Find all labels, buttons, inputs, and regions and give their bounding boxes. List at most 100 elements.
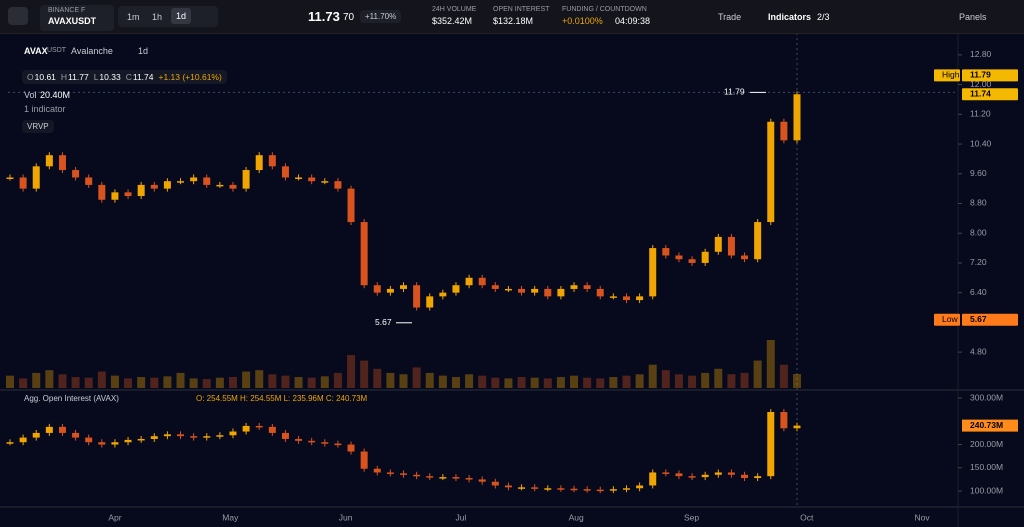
oi-legend: O: 254.55M H: 254.55M L: 235.96M C: 240.… (196, 394, 368, 403)
stat-label: FUNDING / COUNTDOWN (562, 6, 647, 13)
candle (596, 489, 604, 492)
price-axis-bg (958, 33, 1024, 527)
candle (268, 155, 276, 167)
trade-button[interactable]: Trade (718, 12, 742, 22)
volume-bar (793, 374, 801, 388)
vol-label: Vol (24, 90, 37, 100)
candle (662, 472, 670, 474)
candle (268, 426, 276, 433)
candle (373, 468, 381, 473)
interval[interactable]: 1m (127, 12, 140, 22)
tag-name: Low (942, 314, 958, 324)
candle (85, 437, 93, 443)
volume-bar (701, 372, 710, 388)
candle (465, 277, 473, 286)
volume-bar (347, 355, 356, 388)
volume-bar (779, 364, 788, 388)
candle (98, 184, 106, 200)
candle (203, 436, 211, 438)
x-tick-label: Jun (339, 512, 353, 522)
candle (321, 181, 329, 183)
candle (334, 443, 342, 446)
volume-bar (189, 378, 198, 388)
candle (72, 170, 80, 178)
volume-bar (242, 371, 251, 388)
x-tick-label: May (222, 512, 239, 522)
change: +11.70% (360, 10, 402, 23)
candle (675, 255, 683, 260)
candle (58, 426, 66, 433)
volume-bar (215, 377, 224, 388)
high-label: 11.79 (724, 87, 745, 97)
exchange: BINANCE F (48, 7, 86, 14)
candle (111, 442, 119, 445)
ohlc-value: 10.61 (34, 72, 56, 82)
candle (150, 436, 158, 439)
chart-quote: USDT (47, 47, 67, 54)
candle (163, 181, 171, 189)
candle (308, 177, 316, 182)
candle (45, 426, 53, 433)
volume-bar (124, 378, 133, 388)
volume-bar (386, 372, 395, 388)
y-tick-label: 200.00M (970, 439, 1003, 449)
volume-bar (583, 377, 592, 388)
candle (491, 285, 499, 289)
y-tick-label: 10.40 (970, 138, 992, 148)
y-tick-label: 100.00M (970, 485, 1003, 495)
volume-bar (635, 374, 644, 388)
interval-active[interactable]: 1d (171, 8, 192, 24)
candle (609, 296, 617, 298)
volume-bar (150, 377, 159, 388)
y-tick-label: 8.80 (970, 198, 987, 208)
oi-tag-label: 240.73M (970, 420, 1003, 430)
candle (190, 436, 198, 438)
volume-bar (84, 377, 93, 388)
candle (478, 277, 486, 286)
y-tick-label: 150.00M (970, 462, 1003, 472)
x-tick-label: Aug (569, 512, 584, 522)
symbol: AVAXUSDT (48, 16, 97, 26)
volume-bar (530, 377, 539, 388)
candle (504, 288, 512, 291)
volume-bar (596, 378, 605, 388)
y-tick-label: 8.00 (970, 227, 987, 237)
candle (216, 435, 224, 437)
candle (741, 474, 749, 479)
indicators-button[interactable]: Indicators (768, 12, 812, 22)
price-tag (962, 88, 1018, 101)
chart-interval[interactable]: 1d (138, 46, 149, 56)
candle (137, 438, 145, 441)
volume-bar (6, 375, 14, 388)
oi-title: Agg. Open Interest (AVAX) (24, 394, 119, 403)
volume-bar (268, 374, 277, 388)
candle (32, 432, 40, 438)
candle (741, 255, 749, 260)
candle (504, 485, 512, 488)
symbol-box[interactable] (40, 5, 114, 31)
candle (400, 285, 407, 289)
y-tick-label: 7.20 (970, 257, 987, 267)
candle (45, 155, 53, 167)
volume-bar (556, 377, 565, 388)
volume-bar (176, 372, 185, 388)
candle (714, 472, 722, 475)
stat-label: OPEN INTEREST (493, 6, 550, 13)
candle (557, 488, 565, 490)
candle (662, 248, 670, 256)
volume-bar (97, 371, 106, 388)
y-tick-label: 6.40 (970, 287, 987, 297)
tag-name-bg (934, 313, 960, 326)
volume-bar (438, 375, 447, 388)
y-tick-label: 300.00M (970, 392, 1003, 402)
candle (58, 155, 66, 171)
volume-bar (281, 375, 290, 388)
candle (596, 288, 604, 297)
interval[interactable]: 1h (152, 12, 163, 22)
candle (609, 489, 617, 491)
y-tick-label: 4.80 (970, 346, 987, 356)
price: 11.73 (308, 9, 340, 24)
volume-bar (333, 372, 342, 388)
panels-button[interactable]: Panels (959, 12, 987, 22)
search-button[interactable] (8, 7, 28, 25)
